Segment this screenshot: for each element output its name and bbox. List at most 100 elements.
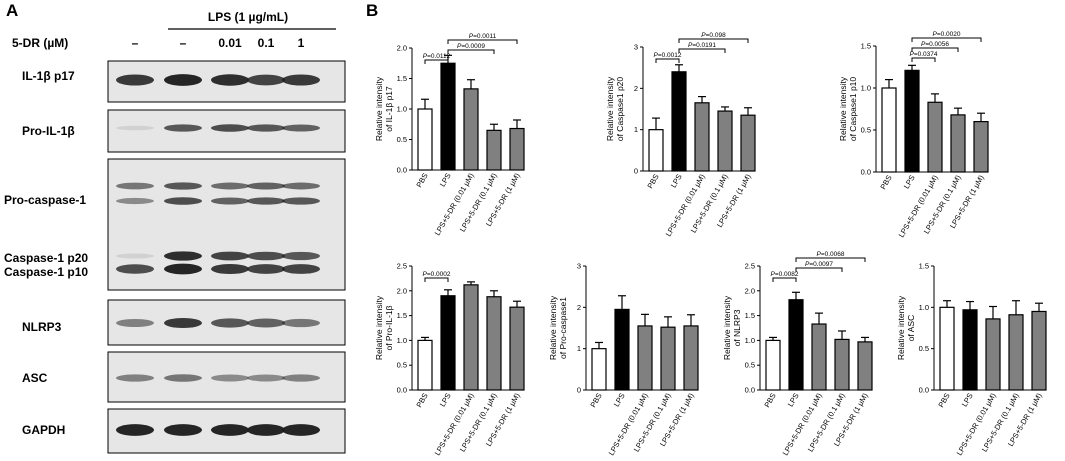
significance-bracket [795, 257, 866, 262]
blot-strip-il1b-p17 [107, 60, 346, 103]
band-pro-caspase1-upper-4 [247, 182, 285, 190]
band-pro-caspase1-lower-4 [247, 197, 285, 205]
y-axis-label-line: of NLRP3 [732, 309, 742, 346]
p-value-number: =0.0112 [427, 53, 451, 60]
lane-label-1: – [132, 36, 139, 50]
bar [463, 88, 479, 171]
band-pro-il1b-3 [211, 124, 249, 132]
band-asc-3 [211, 374, 249, 382]
bar [648, 129, 664, 172]
y-tick-label: 0.5 [397, 135, 407, 144]
bar-charts: 0.0 0.5 1.0 1.5 2.0 Relative intensity of IL-1… [374, 31, 1047, 457]
x-tick-label: PBS [414, 392, 429, 410]
significance-bracket [424, 277, 449, 282]
band-pro-il1b-5 [282, 124, 320, 132]
band-pro-caspase1-upper-5 [282, 182, 320, 190]
p-value-label: P=0.0191 [688, 42, 716, 49]
bar [904, 69, 920, 173]
bar [417, 339, 433, 391]
band-caspase1-p10-3 [211, 263, 249, 275]
significance-bracket [447, 39, 518, 44]
band-pro-caspase1-lower-5 [282, 197, 320, 205]
band-pro-il1b-1 [116, 125, 154, 131]
bar [614, 308, 630, 391]
y-axis-label-line: of IL-1β p17 [384, 86, 394, 132]
p-value-number: =0.0082 [775, 271, 799, 278]
blot-strip-nlrp3 [107, 299, 346, 346]
bar [881, 87, 897, 173]
band-gapdh-4 [247, 424, 285, 436]
band-gapdh-1 [116, 424, 154, 436]
lane-label-5: 1 [298, 36, 305, 50]
lps-header: LPS (1 µg/mL) [208, 10, 288, 24]
band-caspase1-p20-3 [211, 251, 249, 261]
band-nlrp3-3 [211, 318, 249, 328]
y-tick-label: 1.0 [919, 303, 929, 312]
band-asc-2 [164, 374, 202, 382]
band-caspase1-p20-2 [164, 251, 202, 261]
bar-chart-5: 0 1 2 3 Relative intensityof Pro-caspase1 PBS… [548, 262, 699, 457]
y-axis-label-line: Relative intensity [605, 76, 615, 141]
bar [962, 309, 978, 391]
lane-label-3: 0.01 [218, 36, 242, 50]
blot-strip-asc [107, 351, 346, 403]
x-tick-label: LPS [612, 392, 627, 409]
p-value-number: =0.0012 [658, 52, 682, 59]
band-pro-caspase1-lower-2 [164, 197, 202, 205]
y-tick-label: 2.5 [397, 262, 407, 271]
row-label-il1b-p17: IL-1β p17 [22, 69, 75, 83]
significance-bracket [911, 37, 982, 42]
p-value-label: P=0.0082 [770, 271, 798, 278]
row-label-caspase1-p10: Caspase-1 p10 [4, 265, 88, 279]
bar-chart-7: 0.0 0.5 1.0 1.5 Relative intensityof ASC PBS L… [896, 262, 1047, 457]
significance-bracket [678, 48, 726, 53]
significance-bracket [911, 57, 936, 62]
x-tick-label: LPS [960, 392, 975, 409]
p-value-label: P=0.0009 [457, 43, 485, 50]
x-tick-label: LPS [786, 392, 801, 409]
significance-bracket [678, 38, 749, 43]
p-value-prefix: P [816, 251, 821, 258]
x-tick-label: LPS [669, 173, 684, 190]
bar-chart-1: 0.0 0.5 1.0 1.5 2.0 Relative intensityof IL-1… [374, 33, 525, 237]
y-axis-label: Relative intensityof ASC [896, 295, 916, 360]
p-value-label: P=0.0011 [469, 33, 497, 40]
p-value-prefix: P [909, 51, 914, 58]
bar [973, 120, 989, 173]
western-blot-images [107, 60, 346, 454]
x-tick-label: LPS [902, 174, 917, 191]
y-axis-label-line: Relative intensity [722, 295, 732, 360]
y-tick-label: 1.5 [397, 74, 407, 83]
p-value-prefix: P [469, 33, 474, 40]
row-label-caspase1-p20: Caspase-1 p20 [4, 251, 88, 265]
band-pro-caspase1-lower-3 [211, 197, 249, 205]
p-value-prefix: P [457, 43, 462, 50]
y-tick-label: 1.5 [861, 42, 871, 51]
x-tick-label: PBS [878, 174, 893, 192]
x-tick-label: PBS [936, 392, 951, 410]
bar [591, 348, 607, 391]
bar [765, 339, 781, 391]
p-value-prefix: P [422, 271, 427, 278]
band-il1b-p17-4 [247, 74, 285, 86]
panel-b-letter: B [366, 1, 378, 20]
y-axis-label-line: Relative intensity [896, 295, 906, 360]
y-tick-label: 0 [634, 167, 638, 176]
y-tick-label: 0.5 [745, 361, 755, 370]
y-tick-label: 2.0 [397, 44, 407, 53]
y-tick-label: 0.0 [919, 386, 929, 395]
band-asc-1 [116, 374, 154, 382]
p-value-label: P=0.0020 [932, 31, 960, 38]
y-tick-label: 1 [577, 344, 581, 353]
bar [509, 127, 525, 171]
y-axis-label-line: of Pro-IL-1β [384, 305, 394, 350]
p-value-label: P=0.0374 [909, 51, 937, 58]
bar-chart-4: 0.0 0.5 1.0 1.5 2.0 2.5 Relative intensityof P… [374, 262, 525, 457]
band-asc-5 [282, 374, 320, 382]
p-value-label: P=0.0056 [921, 41, 949, 48]
bar [834, 338, 850, 391]
band-pro-caspase1-upper-1 [116, 182, 154, 190]
bar [486, 296, 502, 391]
y-tick-label: 0.0 [397, 386, 407, 395]
